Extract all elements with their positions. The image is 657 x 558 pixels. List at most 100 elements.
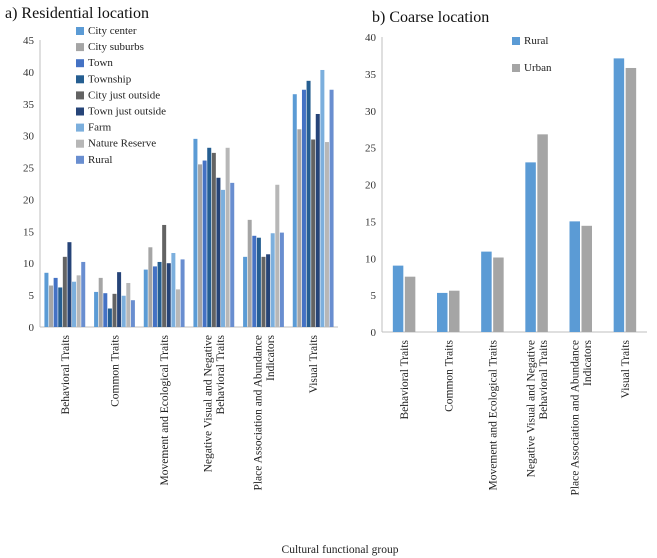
chart-a-bar (107, 308, 112, 327)
chart-b-y-tick-label: 10 (365, 253, 377, 265)
chart-a-legend-swatch (76, 91, 84, 100)
chart-b-bar (569, 221, 580, 332)
chart-a-bar (81, 261, 86, 327)
chart-a-legend-label: City suburbs (88, 41, 144, 53)
chart-a-bar (76, 275, 81, 327)
chart-a-bar (329, 89, 334, 327)
chart-b-y-tick-label: 0 (371, 327, 377, 339)
chart-a-category-label: Visual Traits (308, 334, 320, 393)
chart-b-category-label: Indicators (582, 339, 594, 386)
chart-a-y-tick-label: 40 (23, 67, 35, 79)
chart-a-y-tick-label: 20 (23, 194, 35, 206)
chart-a-bar (152, 266, 157, 327)
chart-a-bar (162, 224, 167, 327)
chart-a-bar (62, 256, 67, 327)
chart-b-bar (404, 276, 416, 332)
chart-a-legend-swatch (76, 139, 84, 148)
chart-a-bar (148, 247, 153, 327)
chart-a-bar (198, 164, 203, 327)
chart-a-group: 0 5 10 15 20 25 30 35 40 45 Behavioral Traits Commo… (23, 25, 338, 491)
chart-a-bar (130, 300, 135, 327)
chart-a-category-label: Behavioral Traits (215, 334, 227, 414)
chart-a-bar (315, 113, 320, 327)
chart-a-category-label: Place Association and Abundance (252, 335, 264, 491)
chart-a-bar (202, 160, 207, 327)
chart-a-bar (44, 272, 49, 327)
chart-a-bar (275, 184, 280, 327)
chart-a-bar (225, 147, 230, 327)
chart-a-y-tick-label: 10 (23, 258, 35, 270)
chart-a-bar (311, 139, 316, 327)
chart-a-y-tick-label: 15 (23, 226, 35, 238)
chart-a-bar (171, 253, 176, 327)
chart-a-category-label: Negative Visual and Negative (203, 335, 215, 472)
chart-a-legend-swatch (76, 59, 84, 68)
chart-b-group: 0 5 10 15 20 25 30 35 40 Behavioral Traits Common … (365, 32, 647, 496)
chart-b-bar (437, 292, 448, 332)
chart-b-category-label: Negative Visual and Negative (525, 340, 537, 477)
chart-b-legend-label: Rural (524, 35, 548, 47)
chart-b-bar (625, 67, 637, 332)
chart-a-y-tick-label: 35 (23, 99, 35, 111)
chart-b-bar (525, 162, 536, 332)
chart-b-y-tick-label: 5 (371, 290, 377, 302)
chart-a-category-label: Common Traits (110, 334, 122, 406)
chart-b-bar (613, 58, 625, 332)
chart-a-bar (279, 232, 284, 327)
chart-a-bar (98, 277, 103, 327)
chart-a-bar (221, 189, 226, 327)
chart-a-bar (121, 295, 126, 327)
chart-a-bar (301, 89, 306, 327)
chart-a-bar (320, 69, 325, 327)
chart-a-bar (126, 282, 131, 327)
chart-b-category-label: Place Association and Abundance (570, 340, 582, 496)
chart-a-bar (297, 129, 302, 327)
chart-b-bar (493, 257, 504, 332)
chart-a-bar (243, 256, 248, 327)
chart-b-legend-swatch (512, 37, 520, 45)
chart-b-bar (392, 265, 404, 332)
chart-a-title: a) Residential location (5, 5, 149, 22)
chart-a-legend-swatch (76, 107, 84, 116)
chart-a-y-tick-label: 5 (29, 290, 35, 302)
chart-a-legend-swatch (76, 27, 84, 35)
chart-b-y-tick-label: 40 (365, 32, 377, 44)
chart-a-legend-label: Township (88, 73, 132, 85)
chart-a-bar (266, 254, 271, 327)
chart-a-bar (67, 242, 72, 327)
chart-a-legend-swatch (76, 155, 84, 164)
chart-a-bar (252, 235, 257, 327)
chart-a-bar (324, 142, 329, 327)
chart-a-bar (256, 237, 261, 327)
chart-a-y-tick-label: 30 (23, 131, 35, 143)
chart-a-bar (292, 94, 297, 327)
chart-a-bar (117, 272, 122, 327)
chart-a-bar (306, 80, 311, 327)
chart-a-bar (207, 147, 212, 327)
chart-b-y-tick-label: 30 (365, 106, 377, 118)
chart-b-legend-swatch (512, 64, 520, 72)
chart-a-category-label: Movement and Ecological Traits (159, 334, 171, 485)
chart-a-bar (211, 152, 216, 327)
chart-a-legend-swatch (76, 123, 84, 132)
chart-a-bar (58, 287, 63, 327)
chart-b-bar (537, 134, 548, 332)
chart-b-category-label: Visual Traits (620, 339, 632, 398)
chart-a-legend-label: Farm (88, 122, 112, 134)
chart-a-bar (72, 281, 77, 327)
chart-a-bar (247, 219, 252, 327)
chart-a-bar (270, 233, 275, 327)
chart-a-legend-label: Town (88, 57, 113, 69)
chart-a-bar (193, 138, 198, 327)
chart-a-bar (261, 256, 266, 327)
figure-xlabel: Cultural functional group (282, 544, 399, 556)
chart-a-y-tick-label: 25 (23, 163, 35, 175)
chart-a-bar (180, 259, 185, 327)
chart-a-bar (216, 177, 221, 327)
chart-a-legend-swatch (76, 75, 84, 84)
chart-b-category-label: Movement and Ecological Traits (487, 339, 499, 490)
chart-a-bar (230, 182, 235, 327)
chart-b-y-tick-label: 20 (365, 180, 377, 192)
